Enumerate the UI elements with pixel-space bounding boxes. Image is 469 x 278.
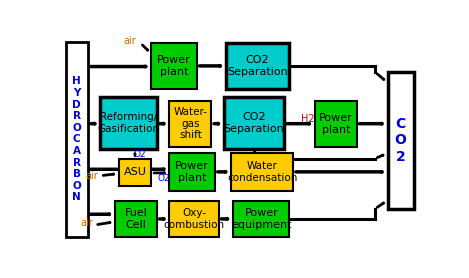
Text: C
O
2: C O 2 (395, 117, 407, 163)
Text: Reforming/
Gasification: Reforming/ Gasification (98, 112, 159, 133)
Text: Water
condensation: Water condensation (227, 161, 297, 183)
FancyBboxPatch shape (169, 153, 215, 191)
FancyBboxPatch shape (151, 43, 197, 89)
FancyBboxPatch shape (315, 101, 356, 147)
Text: air: air (81, 218, 93, 228)
Text: CO2
Separation: CO2 Separation (227, 55, 288, 77)
FancyBboxPatch shape (231, 153, 293, 191)
FancyBboxPatch shape (226, 43, 289, 89)
Text: H
Y
D
R
O
C
A
R
B
O
N: H Y D R O C A R B O N (72, 76, 81, 202)
FancyBboxPatch shape (119, 158, 151, 187)
Text: O2: O2 (158, 174, 170, 183)
Text: Power
plant: Power plant (175, 161, 209, 183)
Text: CO2
Separation: CO2 Separation (224, 112, 284, 133)
Text: ASU: ASU (123, 168, 146, 177)
Text: Power
plant: Power plant (157, 55, 191, 77)
Text: air: air (86, 171, 98, 181)
FancyBboxPatch shape (66, 42, 88, 237)
Text: air: air (123, 36, 136, 46)
Text: Oxy-
combustion: Oxy- combustion (164, 208, 225, 230)
FancyBboxPatch shape (224, 96, 284, 149)
FancyBboxPatch shape (169, 101, 211, 147)
Text: Power
equipment: Power equipment (231, 208, 292, 230)
FancyBboxPatch shape (387, 72, 414, 209)
Text: O2: O2 (133, 150, 146, 159)
FancyBboxPatch shape (100, 96, 157, 149)
Text: H2: H2 (301, 114, 315, 124)
FancyBboxPatch shape (115, 201, 157, 237)
FancyBboxPatch shape (169, 201, 219, 237)
Text: Power
plant: Power plant (319, 113, 353, 135)
Text: Fuel
Cell: Fuel Cell (124, 208, 147, 230)
FancyBboxPatch shape (233, 201, 289, 237)
Text: Water-
gas
shift: Water- gas shift (174, 107, 207, 140)
